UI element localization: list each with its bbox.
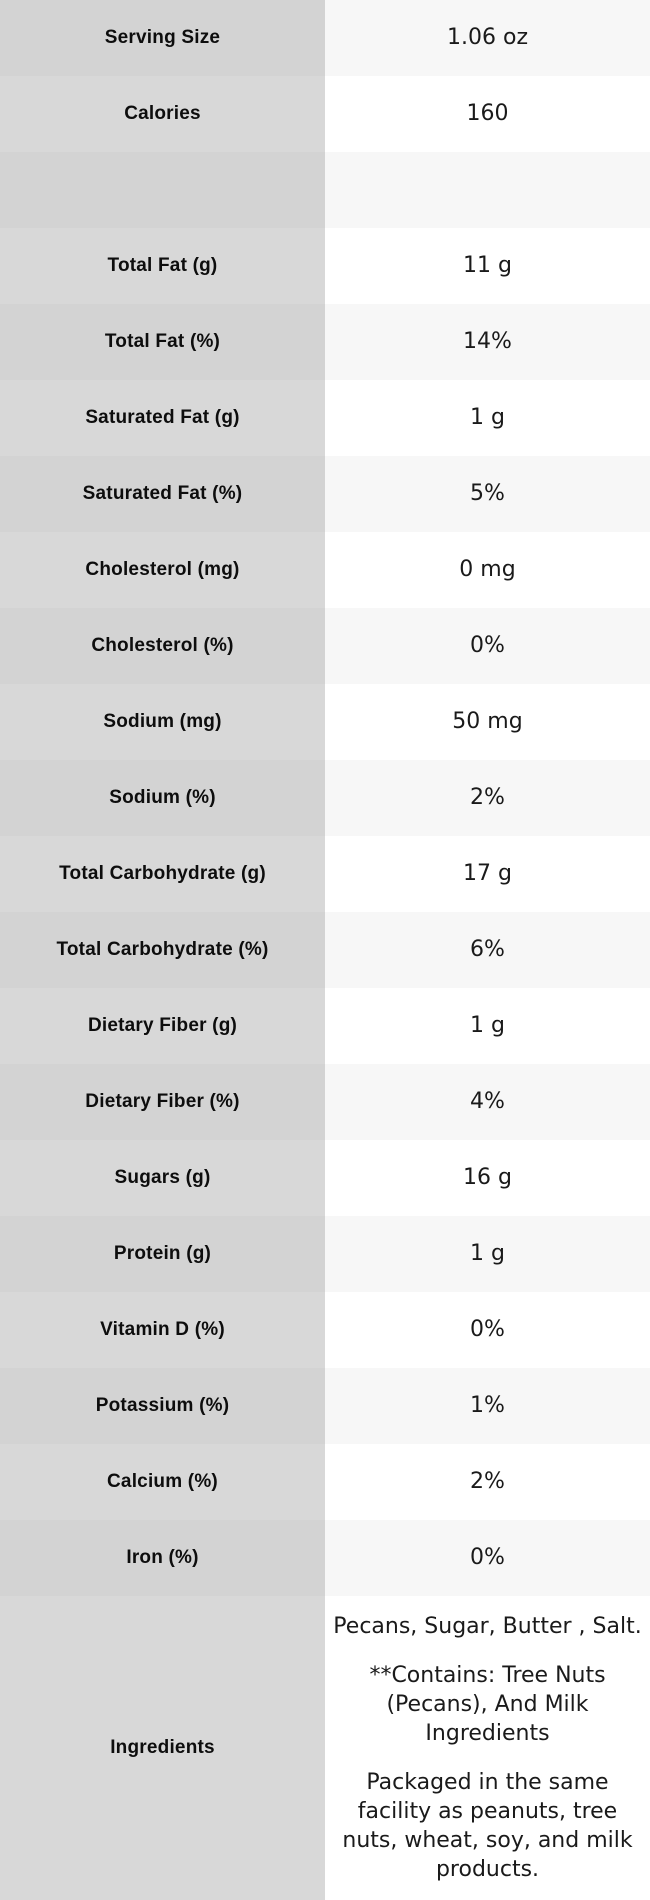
row-label: Potassium (%) bbox=[0, 1368, 325, 1444]
table-row: Cholesterol (mg) 0 mg bbox=[0, 532, 650, 608]
row-value: 5% bbox=[325, 456, 650, 532]
row-label: Total Carbohydrate (%) bbox=[0, 912, 325, 988]
row-value: 6% bbox=[325, 912, 650, 988]
row-label: Dietary Fiber (%) bbox=[0, 1064, 325, 1140]
row-label: Protein (g) bbox=[0, 1216, 325, 1292]
row-label: Total Carbohydrate (g) bbox=[0, 836, 325, 912]
row-value: 14% bbox=[325, 304, 650, 380]
row-value: 17 g bbox=[325, 836, 650, 912]
table-row: Cholesterol (%) 0% bbox=[0, 608, 650, 684]
row-value: 1 g bbox=[325, 1216, 650, 1292]
row-value: 11 g bbox=[325, 228, 650, 304]
row-value: 2% bbox=[325, 1444, 650, 1520]
table-row: Total Carbohydrate (%) 6% bbox=[0, 912, 650, 988]
table-row: Vitamin D (%) 0% bbox=[0, 1292, 650, 1368]
table-row: Dietary Fiber (%) 4% bbox=[0, 1064, 650, 1140]
table-row: Iron (%) 0% bbox=[0, 1520, 650, 1596]
table-row: Total Fat (g) 11 g bbox=[0, 228, 650, 304]
table-row: Ingredients Pecans, Sugar, Butter , Salt… bbox=[0, 1596, 650, 1900]
row-value: 0% bbox=[325, 1292, 650, 1368]
row-value: 1 g bbox=[325, 380, 650, 456]
row-label bbox=[0, 152, 325, 228]
row-value: 160 bbox=[325, 76, 650, 152]
row-label: Sodium (mg) bbox=[0, 684, 325, 760]
row-value bbox=[325, 152, 650, 228]
table-row: Sodium (mg) 50 mg bbox=[0, 684, 650, 760]
table-row: Calcium (%) 2% bbox=[0, 1444, 650, 1520]
row-label: Dietary Fiber (g) bbox=[0, 988, 325, 1064]
row-label: Vitamin D (%) bbox=[0, 1292, 325, 1368]
row-value: 1 g bbox=[325, 988, 650, 1064]
table-row: Dietary Fiber (g) 1 g bbox=[0, 988, 650, 1064]
table-row: Calories 160 bbox=[0, 76, 650, 152]
row-value: 2% bbox=[325, 760, 650, 836]
row-label: Cholesterol (%) bbox=[0, 608, 325, 684]
table-row: Total Fat (%) 14% bbox=[0, 304, 650, 380]
row-label: Cholesterol (mg) bbox=[0, 532, 325, 608]
table-row: Protein (g) 1 g bbox=[0, 1216, 650, 1292]
row-label: Calcium (%) bbox=[0, 1444, 325, 1520]
table-row: Saturated Fat (%) 5% bbox=[0, 456, 650, 532]
table-row bbox=[0, 152, 650, 228]
table-row: Total Carbohydrate (g) 17 g bbox=[0, 836, 650, 912]
row-value: 0% bbox=[325, 608, 650, 684]
row-label: Iron (%) bbox=[0, 1520, 325, 1596]
table-row: Sodium (%) 2% bbox=[0, 760, 650, 836]
row-value: 16 g bbox=[325, 1140, 650, 1216]
row-value: 1.06 oz bbox=[325, 0, 650, 76]
row-value: 0 mg bbox=[325, 532, 650, 608]
row-label: Sodium (%) bbox=[0, 760, 325, 836]
table-row: Saturated Fat (g) 1 g bbox=[0, 380, 650, 456]
row-label: Sugars (g) bbox=[0, 1140, 325, 1216]
table-row: Serving Size 1.06 oz bbox=[0, 0, 650, 76]
row-label: Serving Size bbox=[0, 0, 325, 76]
row-value: 1% bbox=[325, 1368, 650, 1444]
row-label: Total Fat (g) bbox=[0, 228, 325, 304]
row-label: Ingredients bbox=[0, 1596, 325, 1900]
row-value: Pecans, Sugar, Butter , Salt. **Contains:… bbox=[325, 1596, 650, 1900]
row-label: Saturated Fat (g) bbox=[0, 380, 325, 456]
row-value: 50 mg bbox=[325, 684, 650, 760]
table-row: Potassium (%) 1% bbox=[0, 1368, 650, 1444]
row-label: Calories bbox=[0, 76, 325, 152]
table-row: Sugars (g) 16 g bbox=[0, 1140, 650, 1216]
row-label: Saturated Fat (%) bbox=[0, 456, 325, 532]
row-label: Total Fat (%) bbox=[0, 304, 325, 380]
ingredients-paragraph: Packaged in the same facility as peanuts… bbox=[342, 1770, 633, 1883]
ingredients-paragraph: **Contains: Tree Nuts (Pecans), And Milk… bbox=[369, 1662, 606, 1746]
ingredients-paragraph: Pecans, Sugar, Butter , Salt. bbox=[333, 1613, 642, 1639]
row-value: 0% bbox=[325, 1520, 650, 1596]
row-value: 4% bbox=[325, 1064, 650, 1140]
